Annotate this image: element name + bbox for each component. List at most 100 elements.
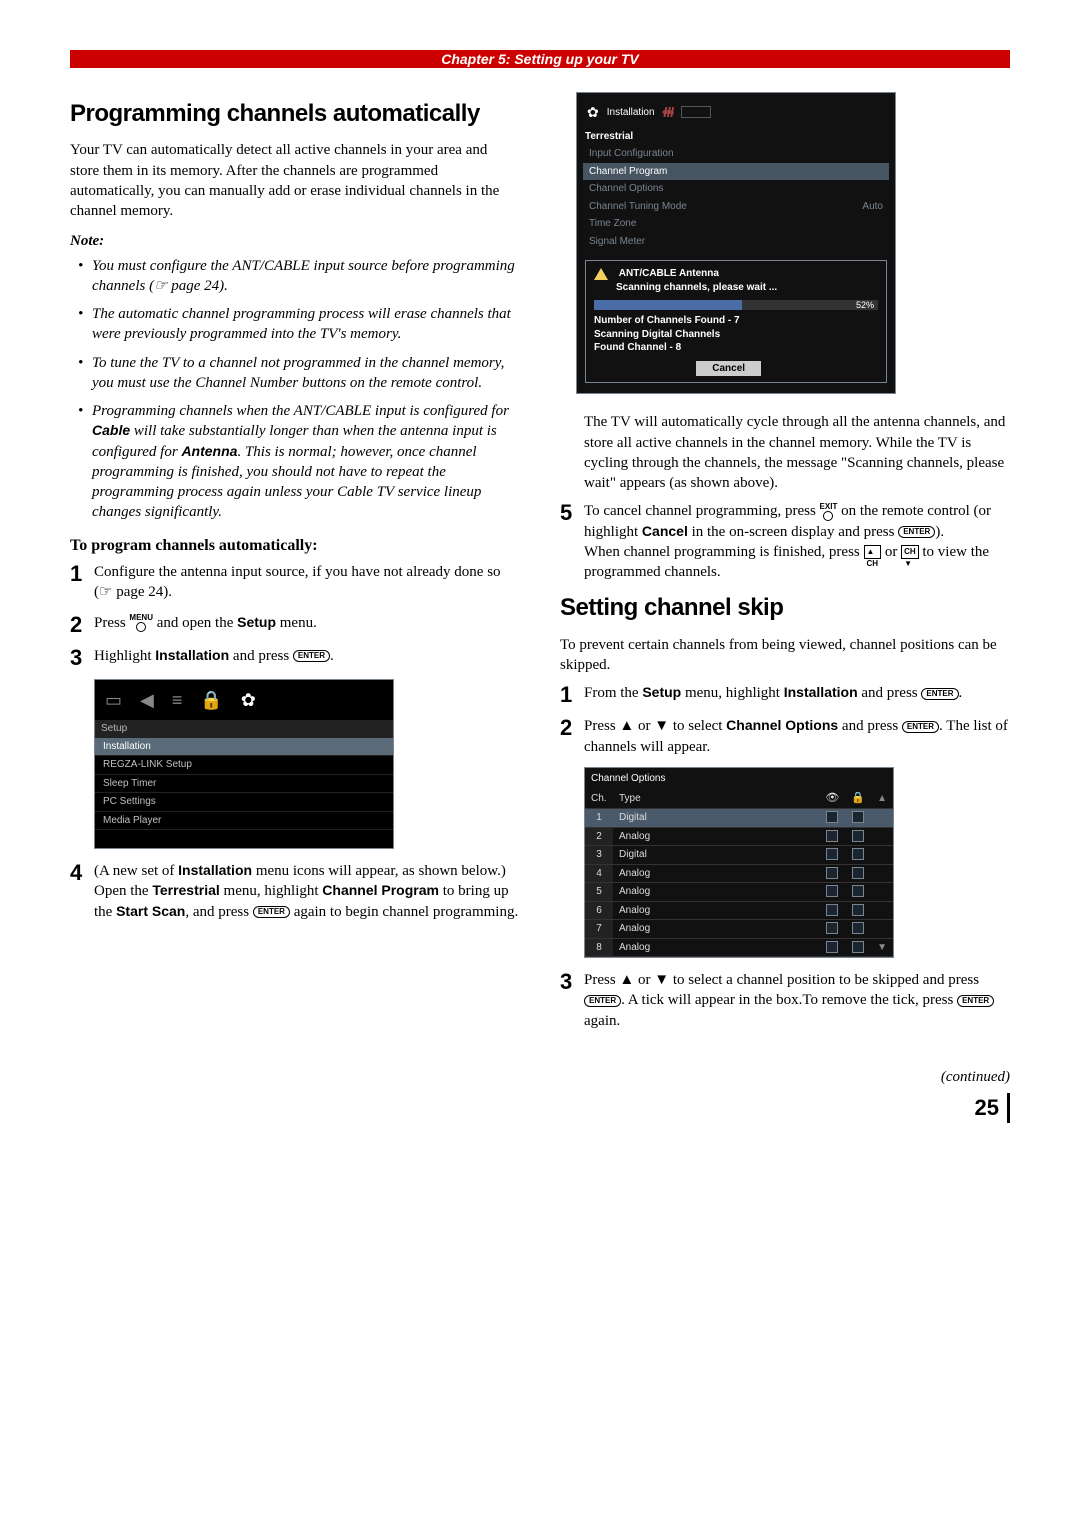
text: and open the <box>157 615 237 631</box>
lock-icon: 🔒 <box>200 688 222 712</box>
warning-icon <box>594 268 608 280</box>
step-number: 2 <box>560 716 584 739</box>
channel-row[interactable]: 4Analog <box>585 864 893 883</box>
osd2-title: Installation <box>607 106 655 120</box>
osd-menu-item[interactable]: Channel Program <box>583 163 889 181</box>
channels-found: Number of Channels Found - 7 <box>594 314 878 328</box>
section-title-programming: Programming channels automatically <box>70 98 520 130</box>
step-number: 3 <box>560 970 584 993</box>
preferences-icon: ≡ <box>172 688 183 712</box>
setup-gear-icon: ✿ <box>241 688 256 712</box>
channel-row[interactable]: 5Analog <box>585 883 893 902</box>
osd3-title: Channel Options <box>585 768 893 790</box>
menu-label: MENU <box>129 614 153 622</box>
setup-label: Setup <box>237 614 276 630</box>
osd-title: Setup <box>95 720 393 738</box>
text: Press <box>94 615 129 631</box>
step-body: Press MENU and open the Setup menu. <box>94 613 520 633</box>
osd-menu-item[interactable]: REGZA-LINK Setup <box>95 756 393 775</box>
osd-menu-item[interactable]: Input Configuration <box>583 145 889 163</box>
osd-menu-item[interactable]: Installation <box>95 738 393 757</box>
osd-menu-item[interactable]: Channel Options <box>583 180 889 198</box>
left-column: Programming channels automatically Your … <box>70 92 520 1123</box>
channel-row[interactable]: 3Digital <box>585 846 893 865</box>
col-scroll: ▲ <box>871 789 893 808</box>
right-column: ✿ Installation ɬɬɬ Terrestrial Input Con… <box>560 92 1010 1123</box>
installation-label: Installation <box>155 647 229 663</box>
step-5: 5 To cancel channel programming, press E… <box>560 501 1010 582</box>
osd-menu-item[interactable]: PC Settings <box>95 793 393 812</box>
picture-icon: ▭ <box>105 688 122 712</box>
step-2: 2 Press MENU and open the Setup menu. <box>70 613 520 636</box>
osd-setup-menu: ▭ ◀ ≡ 🔒 ✿ Setup InstallationREGZA-LINK S… <box>94 679 394 849</box>
step-body: Highlight Installation and press ENTER. <box>94 646 520 666</box>
progress-fill <box>594 300 742 310</box>
scan-description: The TV will automatically cycle through … <box>584 412 1010 493</box>
chapter-bar: Chapter 5: Setting up your TV <box>70 50 1010 68</box>
channel-row[interactable]: 2Analog <box>585 827 893 846</box>
procedure-heading: To program channels automatically: <box>70 535 520 557</box>
text: and press <box>233 648 293 664</box>
terrestrial-label: Terrestrial <box>583 126 889 146</box>
step-body: (A new set of Installation menu icons wi… <box>94 861 520 922</box>
step-body: Configure the antenna input source, if y… <box>94 562 520 603</box>
text: menu. <box>280 615 317 631</box>
channel-row[interactable]: 8Analog▼ <box>585 938 893 957</box>
col-ch: Ch. <box>585 789 613 808</box>
note-item: To tune the TV to a channel not programm… <box>78 353 520 394</box>
intro-paragraph: Your TV can automatically detect all act… <box>70 140 520 221</box>
osd-menu-item[interactable]: Signal Meter <box>583 233 889 251</box>
step-number: 5 <box>560 501 584 524</box>
two-columns: Programming channels automatically Your … <box>70 92 1010 1123</box>
osd-menu-item[interactable]: Media Player <box>95 812 393 831</box>
notes-list: You must configure the ANT/CABLE input s… <box>70 256 520 523</box>
skip-step-2: 2 Press ▲ or ▼ to select Channel Options… <box>560 716 1010 757</box>
channel-table: Ch. Type 👁 🔒 ▲ 1Digital2Analog3Digital4A… <box>585 789 893 957</box>
circle-icon <box>136 622 146 632</box>
scan-title: ANT/CABLE Antenna <box>619 268 719 279</box>
note-item: The automatic channel programming proces… <box>78 304 520 345</box>
scanning-digital: Scanning Digital Channels <box>594 328 878 342</box>
osd-channel-options: Channel Options Ch. Type 👁 🔒 ▲ 1Digital2… <box>584 767 894 958</box>
osd-menu-item[interactable]: Channel Tuning ModeAuto <box>583 198 889 216</box>
step-number: 3 <box>70 646 94 669</box>
step-body: Press ▲ or ▼ to select Channel Options a… <box>584 716 1010 757</box>
skip-intro: To prevent certain channels from being v… <box>560 635 1010 676</box>
skip-step-1: 1 From the Setup menu, highlight Install… <box>560 683 1010 706</box>
osd-tab-icons: ▭ ◀ ≡ 🔒 ✿ <box>95 680 393 720</box>
step-number: 1 <box>70 562 94 585</box>
box-icon <box>681 106 711 118</box>
col-type: Type <box>613 789 819 808</box>
found-channel: Found Channel - 8 <box>594 341 878 355</box>
skip-step-3: 3 Press ▲ or ▼ to select a channel posit… <box>560 970 1010 1031</box>
note-item: You must configure the ANT/CABLE input s… <box>78 256 520 297</box>
cancel-button[interactable]: Cancel <box>696 361 761 377</box>
menu-button-icon: MENU <box>129 614 153 632</box>
step-body: To cancel channel programming, press EXI… <box>584 501 1010 582</box>
channel-row[interactable]: 1Digital <box>585 809 893 828</box>
note-heading: Note: <box>70 231 520 251</box>
channel-row[interactable]: 6Analog <box>585 901 893 920</box>
section-title-skip: Setting channel skip <box>560 592 1010 624</box>
osd-menu-item[interactable]: Sleep Timer <box>95 775 393 794</box>
step-number: 1 <box>560 683 584 706</box>
step-body: From the Setup menu, highlight Installat… <box>584 683 1010 703</box>
progress-bar: 52% <box>594 300 878 310</box>
step-4: 4 (A new set of Installation menu icons … <box>70 861 520 922</box>
step-number: 2 <box>70 613 94 636</box>
col-eye-icon: 👁 <box>819 789 845 808</box>
channel-row[interactable]: 7Analog <box>585 920 893 939</box>
osd-installation-scan: ✿ Installation ɬɬɬ Terrestrial Input Con… <box>576 92 896 394</box>
enter-button-icon: ENTER <box>293 650 330 662</box>
antenna-graphic-icon: ɬɬɬ <box>663 103 673 122</box>
scan-progress-box: ANT/CABLE Antenna Scanning channels, ple… <box>585 260 887 383</box>
text: Highlight <box>94 648 155 664</box>
osd2-header: ✿ Installation ɬɬɬ <box>583 99 889 126</box>
note-item: Programming channels when the ANT/CABLE … <box>78 401 520 523</box>
sound-icon: ◀ <box>140 688 154 712</box>
step-body: Press ▲ or ▼ to select a channel positio… <box>584 970 1010 1031</box>
progress-label: 52% <box>856 299 874 311</box>
osd-menu-item[interactable]: Time Zone <box>583 215 889 233</box>
step-3: 3 Highlight Installation and press ENTER… <box>70 646 520 669</box>
step-1: 1 Configure the antenna input source, if… <box>70 562 520 603</box>
